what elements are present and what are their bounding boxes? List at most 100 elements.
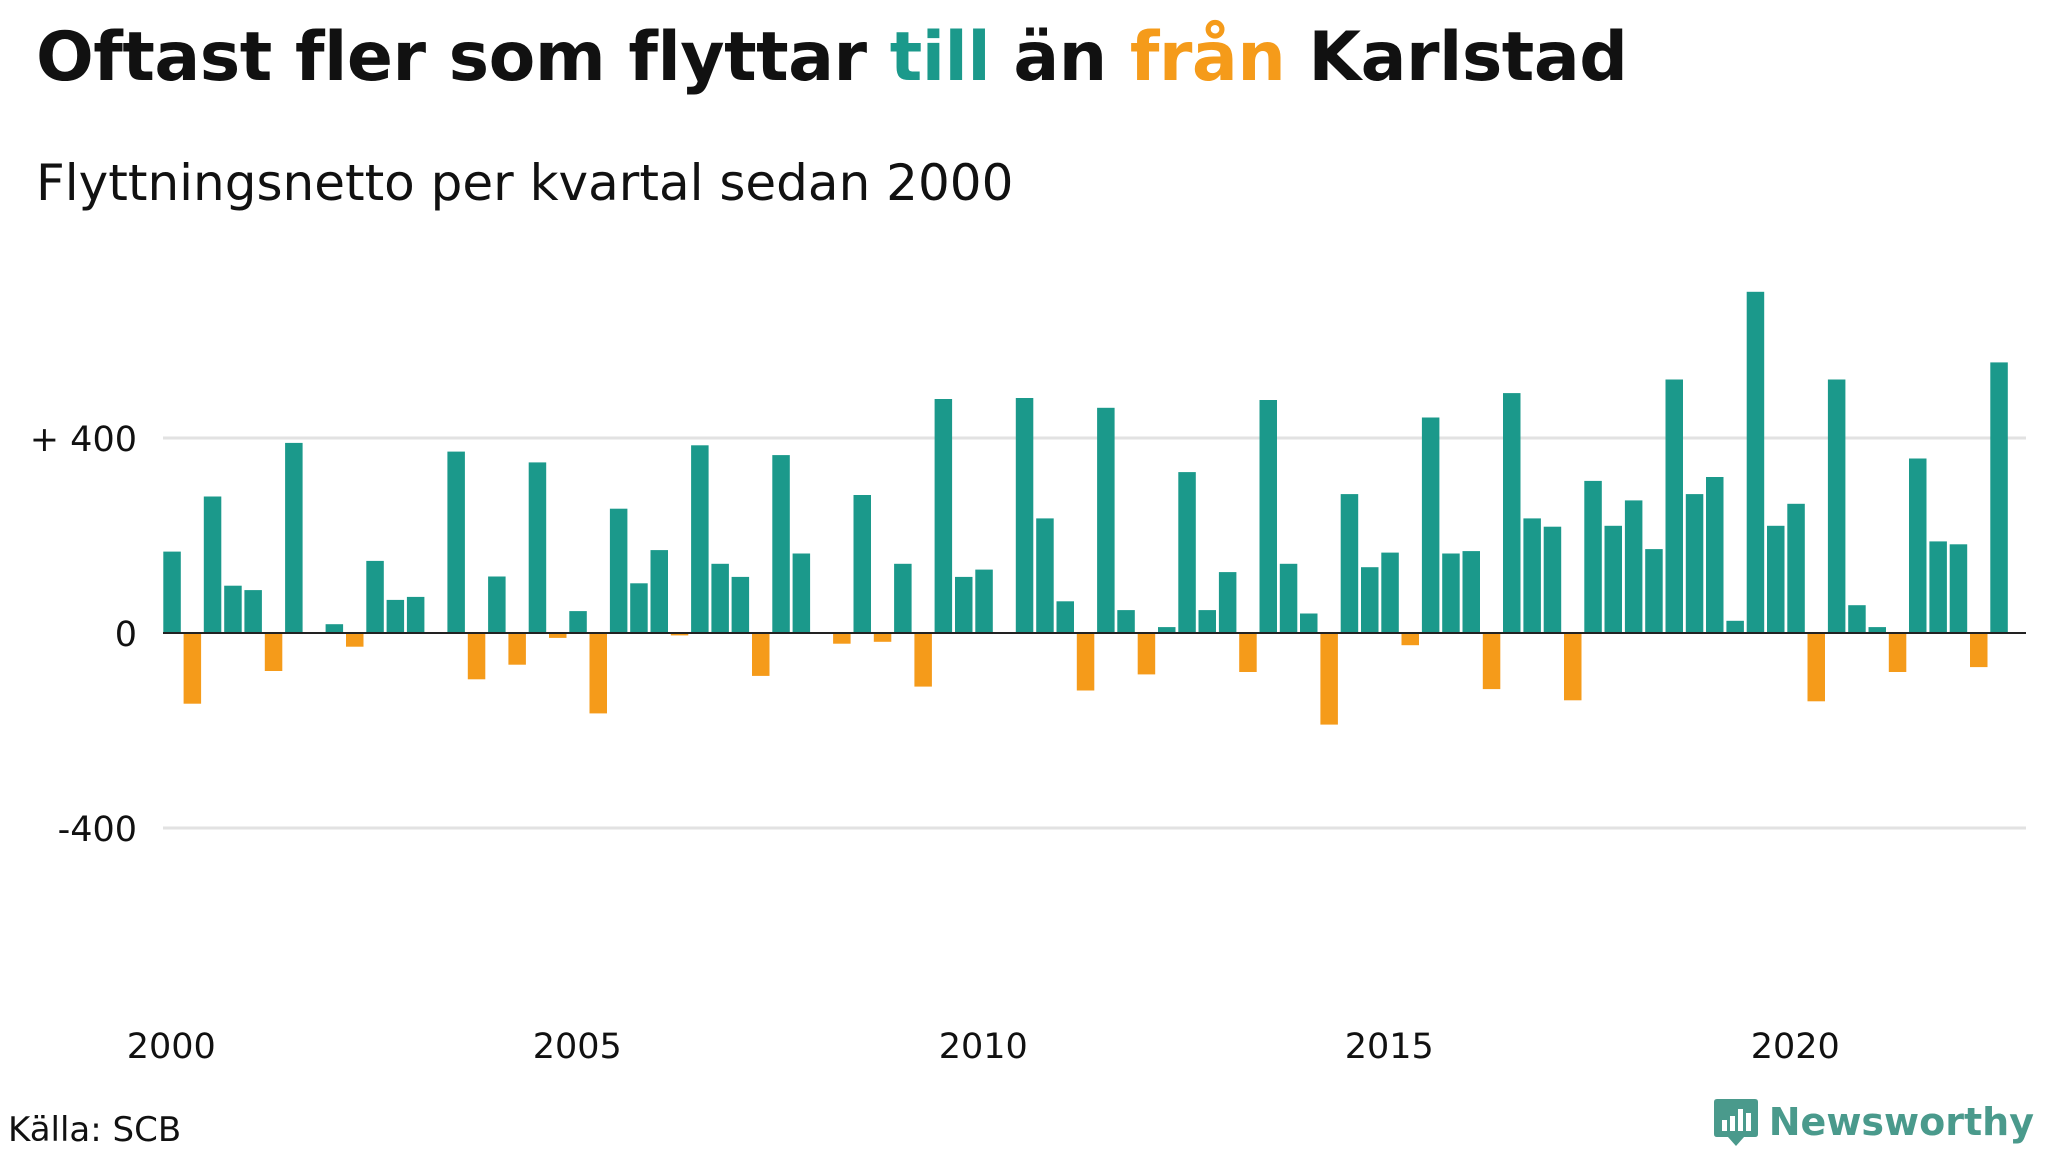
bar: [264, 633, 283, 671]
x-tick-label: 2010: [939, 1027, 1028, 1067]
bar: [772, 455, 790, 633]
bar: [1401, 633, 1419, 646]
bar: [691, 445, 709, 633]
bar: [975, 569, 993, 633]
bar: [508, 633, 526, 665]
bar: [224, 585, 242, 633]
bar: [650, 550, 668, 633]
bar: [1218, 572, 1237, 633]
bar: [1807, 633, 1825, 702]
x-tick-label: 2020: [1751, 1027, 1840, 1067]
bar: [1868, 627, 1886, 633]
bar: [853, 495, 871, 633]
title-highlight-till: till: [889, 18, 991, 97]
y-tick-label: + 400: [30, 420, 137, 460]
bar: [752, 633, 770, 676]
bar: [1279, 563, 1298, 633]
x-tick-label: 2005: [533, 1027, 622, 1067]
y-tick-label: -400: [58, 810, 137, 850]
bar: [1442, 553, 1460, 633]
bar: [406, 596, 425, 633]
bar: [1158, 627, 1176, 633]
bar: [731, 576, 750, 633]
brand-logo: Newsworthy: [1713, 1096, 2034, 1148]
bar: [1361, 567, 1379, 633]
bar: [1076, 633, 1095, 691]
bar: [1848, 605, 1866, 633]
bar: [1117, 610, 1135, 633]
title-highlight-fran: från: [1129, 18, 1286, 97]
bar: [1462, 551, 1480, 633]
bar: [873, 633, 892, 642]
bar: [569, 611, 587, 633]
bar: [1259, 400, 1277, 633]
x-tick-label: 2015: [1345, 1027, 1434, 1067]
bar: [1624, 500, 1643, 633]
y-tick-label: 0: [115, 615, 137, 655]
bar: [183, 633, 202, 704]
bar: [1645, 549, 1663, 633]
title-part-5: Karlstad: [1285, 18, 1628, 97]
title-part-1: Oftast fler som flyttar: [36, 18, 890, 97]
bar: [1015, 398, 1034, 633]
chart-subtitle: Flyttningsnetto per kvartal sedan 2000: [36, 154, 1014, 212]
bar: [1564, 633, 1582, 701]
bar: [1767, 525, 1785, 634]
bar: [163, 551, 181, 633]
bar: [955, 576, 973, 633]
bar: [1706, 477, 1724, 633]
bar: [488, 576, 506, 633]
bar: [1827, 379, 1846, 633]
bar: [1381, 552, 1399, 633]
bar: [1036, 518, 1054, 633]
bar: [1421, 417, 1440, 633]
bar: [1097, 407, 1115, 633]
bar: [1543, 526, 1562, 633]
bar: [325, 624, 344, 633]
bar: [1137, 633, 1156, 675]
bar: [1523, 518, 1541, 633]
bar: [447, 451, 465, 633]
chart-title: Oftast fler som flyttar till än från Kar…: [36, 18, 1628, 97]
bar: [244, 590, 262, 633]
bar: [1909, 458, 1927, 633]
source-note: Källa: SCB: [8, 1110, 182, 1150]
bar: [203, 496, 222, 633]
bar: [914, 633, 932, 687]
bar: [467, 633, 486, 680]
bar: [1239, 633, 1257, 672]
bar: [1726, 620, 1744, 633]
bar: [386, 599, 405, 633]
bar: [1320, 633, 1338, 725]
bar: [1482, 633, 1501, 690]
bar: [1300, 613, 1318, 633]
bar: [1178, 472, 1196, 633]
newsworthy-logo-icon: [1713, 1099, 1758, 1146]
bar: [1990, 362, 2008, 633]
bar: [1787, 503, 1805, 633]
bar: [1685, 494, 1704, 633]
bar: [1056, 601, 1074, 633]
x-tick-label: 2000: [127, 1027, 216, 1067]
bar: [670, 633, 689, 636]
bar: [1604, 525, 1622, 634]
bar: [589, 633, 607, 714]
bar: [630, 583, 648, 633]
bar: [1503, 393, 1521, 633]
bar: [1665, 379, 1683, 633]
bar: [1340, 494, 1359, 633]
bar: [934, 399, 953, 633]
bar: [1929, 541, 1947, 633]
title-part-3: än: [990, 18, 1130, 97]
bar: [894, 563, 912, 633]
bar: [1888, 633, 1907, 672]
bar: [549, 633, 567, 638]
bar: [711, 563, 729, 633]
bar: [1949, 544, 1968, 633]
bar: [1970, 633, 1988, 668]
bar: [1198, 610, 1216, 633]
bar: [1584, 480, 1602, 633]
bar: [366, 560, 384, 633]
bar: [346, 633, 364, 647]
